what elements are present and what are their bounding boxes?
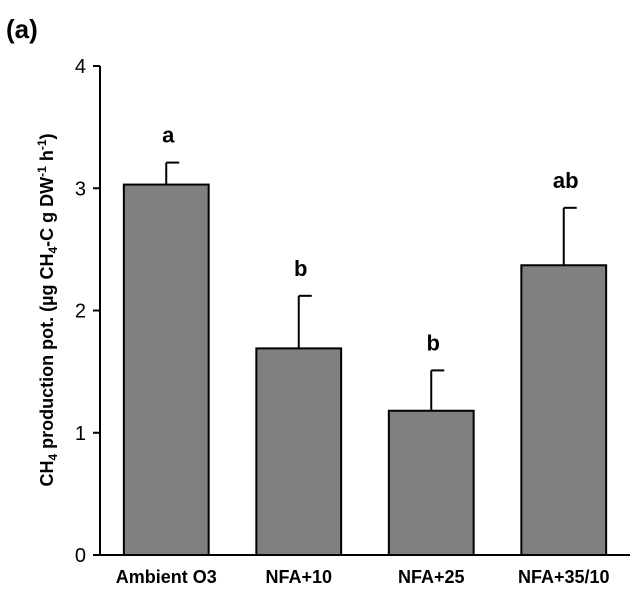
significance-label: b [427, 330, 440, 355]
y-tick-label: 1 [75, 423, 86, 445]
y-tick-label: 0 [75, 545, 86, 567]
x-tick-label: NFA+35/10 [518, 567, 610, 587]
y-tick-label: 3 [75, 178, 86, 200]
bar [521, 265, 606, 555]
bar-series [124, 185, 606, 555]
bar [256, 348, 341, 555]
error-bars [166, 163, 577, 411]
significance-label: a [162, 123, 175, 148]
x-tick-label: NFA+25 [398, 567, 465, 587]
x-tick-label: NFA+10 [265, 567, 332, 587]
y-axis-ticks: 0 1 2 3 4 [75, 56, 100, 567]
y-axis-title: CH4 production pot. (µg CH4-C g DW-1 h-1… [35, 133, 60, 486]
bar [389, 411, 474, 555]
y-tick-label: 4 [75, 56, 86, 78]
y-tick-label: 2 [75, 301, 86, 323]
x-axis-labels: Ambient O3 NFA+10 NFA+25 NFA+35/10 [116, 567, 610, 587]
significance-label: ab [553, 168, 579, 193]
bar [124, 185, 209, 555]
panel-label: (a) [6, 14, 38, 44]
significance-label: b [294, 256, 307, 281]
x-tick-label: Ambient O3 [116, 567, 217, 587]
significance-labels: abbab [162, 123, 578, 356]
